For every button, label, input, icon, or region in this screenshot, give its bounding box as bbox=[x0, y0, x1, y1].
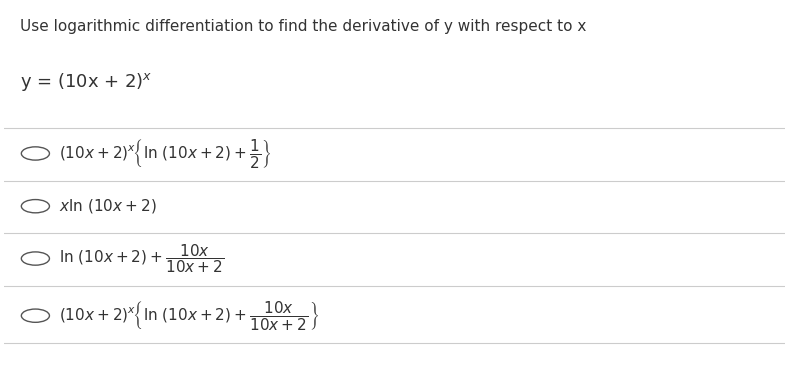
Circle shape bbox=[21, 147, 50, 160]
Text: $x\ln\,(10x + 2)$: $x\ln\,(10x + 2)$ bbox=[59, 197, 156, 215]
Circle shape bbox=[21, 199, 50, 213]
Circle shape bbox=[21, 309, 50, 322]
Text: $(10x + 2)^x\!\left\{\ln\,(10x+2)+\dfrac{10x}{10x+2}\right\}$: $(10x + 2)^x\!\left\{\ln\,(10x+2)+\dfrac… bbox=[59, 299, 319, 332]
Text: y = (10x + 2)$^x$: y = (10x + 2)$^x$ bbox=[20, 70, 152, 92]
Text: Use logarithmic differentiation to find the derivative of y with respect to x: Use logarithmic differentiation to find … bbox=[20, 19, 586, 34]
Text: $(10x + 2)^x\!\left\{\ln\,(10x+2)+\dfrac{1}{2}\right\}$: $(10x + 2)^x\!\left\{\ln\,(10x+2)+\dfrac… bbox=[59, 137, 271, 170]
Text: $\ln\,(10x + 2) + \dfrac{10x}{10x+2}$: $\ln\,(10x + 2) + \dfrac{10x}{10x+2}$ bbox=[59, 242, 224, 275]
Circle shape bbox=[21, 252, 50, 265]
